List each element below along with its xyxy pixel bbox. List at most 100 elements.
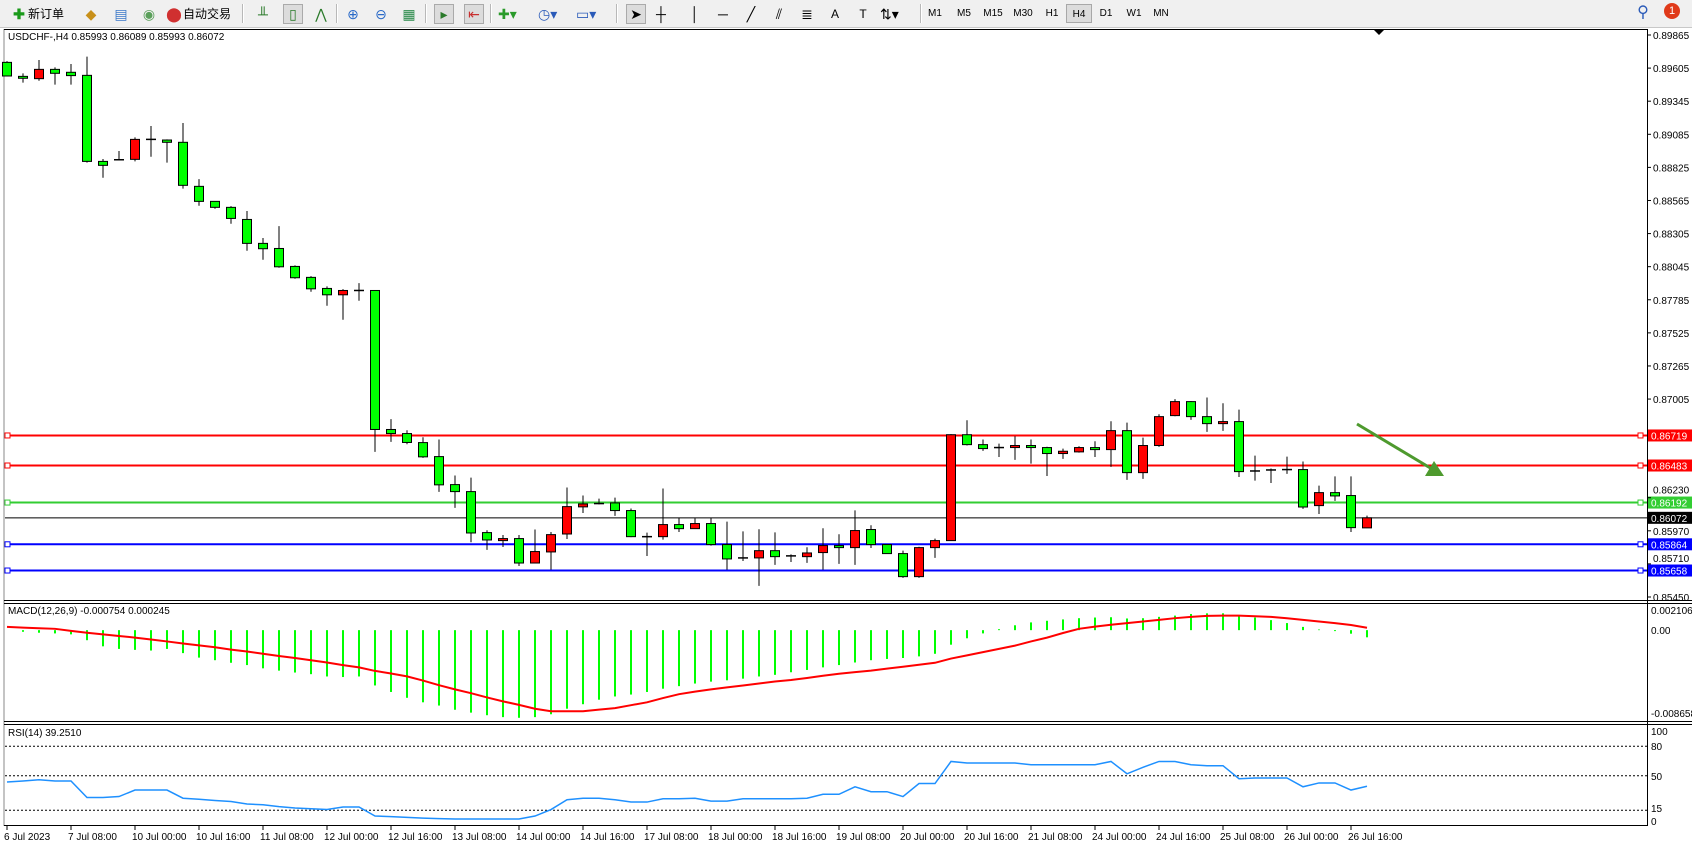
bar-chart-icon[interactable]: ╨ xyxy=(258,6,268,22)
chart-shift-icon[interactable]: ⇤ xyxy=(464,4,484,24)
candle xyxy=(66,64,76,85)
candle xyxy=(498,535,508,547)
candle xyxy=(450,475,460,508)
candle xyxy=(322,286,332,306)
candle xyxy=(1250,455,1260,481)
candle xyxy=(866,525,876,548)
candle xyxy=(658,488,668,540)
market-watch-icon[interactable]: ◆ xyxy=(85,6,97,22)
timeframe-m30[interactable]: M30 xyxy=(1013,8,1033,19)
candle xyxy=(242,211,252,251)
signals-icon[interactable]: ◉ xyxy=(142,6,156,22)
timeframe-m15[interactable]: M15 xyxy=(983,8,1003,19)
candle xyxy=(18,73,28,83)
candle xyxy=(1170,399,1180,417)
candle xyxy=(978,439,988,451)
auto-trading-label: 自动交易 xyxy=(183,7,232,21)
candle xyxy=(1218,403,1228,431)
data-window-icon[interactable]: ▤ xyxy=(114,6,128,22)
time-axis-label: 17 Jul 08:00 xyxy=(644,832,699,843)
candle xyxy=(258,238,268,260)
candle xyxy=(1138,437,1148,479)
candlestick-chart-icon[interactable]: ▯ xyxy=(283,4,303,24)
search-icon[interactable]: ⚲ xyxy=(1637,4,1649,21)
candle xyxy=(850,510,860,565)
arrows-icon[interactable]: ⇅▾ xyxy=(880,6,899,22)
text-label-icon[interactable]: T xyxy=(859,7,867,21)
candle xyxy=(530,529,540,564)
candle xyxy=(274,226,284,268)
indicators-icon[interactable]: ✚▾ xyxy=(498,6,517,22)
horizontal-level-0.85864[interactable]: 0.85864 xyxy=(4,538,1692,551)
candle xyxy=(1234,409,1244,477)
horizontal-level-0.86192[interactable]: 0.86192 xyxy=(4,496,1692,510)
rsi-label: RSI(14) 39.2510 xyxy=(8,728,82,739)
line-chart-icon[interactable]: ⋀ xyxy=(315,6,327,22)
candle xyxy=(1330,476,1340,501)
price-axis-label: 0.89605 xyxy=(1653,64,1690,75)
candle xyxy=(546,531,556,570)
candle xyxy=(946,434,956,542)
notification-badge[interactable]: 1 xyxy=(1664,3,1680,19)
horizontal-level-0.86483[interactable]: 0.86483 xyxy=(4,459,1692,473)
price-tag-label: 0.86483 xyxy=(1651,462,1688,473)
timeframe-mn[interactable]: MN xyxy=(1153,8,1169,19)
time-axis-label: 14 Jul 16:00 xyxy=(580,832,635,843)
candle xyxy=(834,534,844,564)
candle xyxy=(354,283,364,301)
crosshair-icon[interactable]: ┼ xyxy=(656,6,666,22)
cursor-icon[interactable]: ➤ xyxy=(626,4,646,24)
fibonacci-icon[interactable]: ≣ xyxy=(801,6,813,22)
candle xyxy=(610,497,620,516)
time-axis-label: 24 Jul 16:00 xyxy=(1156,832,1211,843)
vertical-line-icon[interactable]: │ xyxy=(690,6,700,22)
tile-windows-icon[interactable]: ▦ xyxy=(402,6,416,22)
candle xyxy=(1362,515,1372,529)
timeframe-h4[interactable]: H4 xyxy=(1066,4,1092,23)
candle xyxy=(1346,476,1356,532)
timeframe-m5[interactable]: M5 xyxy=(957,8,971,19)
auto-trading-icon: ⬤ xyxy=(166,5,182,22)
auto-scroll-icon[interactable]: ▸ xyxy=(434,4,454,24)
price-axis-label: 0.88825 xyxy=(1653,163,1690,174)
zoom-in-icon[interactable]: ⊕ xyxy=(347,6,359,22)
time-axis-label: 20 Jul 00:00 xyxy=(900,832,955,843)
candle xyxy=(786,554,796,562)
time-axis-label: 21 Jul 08:00 xyxy=(1028,832,1083,843)
price-axis-label: 0.89865 xyxy=(1653,31,1690,42)
auto-trading-button[interactable]: ⬤ 自动交易 xyxy=(165,3,231,24)
timeframe-m1[interactable]: M1 xyxy=(928,8,942,19)
timeframe-w1[interactable]: W1 xyxy=(1126,8,1142,19)
timeframe-h1[interactable]: H1 xyxy=(1045,8,1059,19)
templates-icon[interactable]: ▭▾ xyxy=(576,6,597,22)
macd-signal-line xyxy=(6,614,1368,713)
candle xyxy=(594,498,604,505)
candle xyxy=(1186,400,1196,420)
periods-icon[interactable]: ◷▾ xyxy=(538,6,558,22)
trendline-icon[interactable]: ╱ xyxy=(746,6,756,22)
candle xyxy=(482,530,492,550)
candle xyxy=(1266,468,1276,483)
trend-arrow[interactable] xyxy=(1356,422,1444,476)
price-axis-label: 0.87265 xyxy=(1653,362,1690,373)
candle xyxy=(130,137,140,162)
candle xyxy=(34,59,44,81)
price-axis-label: 0.85710 xyxy=(1653,554,1690,565)
candle xyxy=(674,517,684,532)
candle xyxy=(578,495,588,513)
equidistant-channel-icon[interactable]: ⫽ xyxy=(775,6,783,22)
candle xyxy=(562,487,572,539)
timeframe-d1[interactable]: D1 xyxy=(1099,8,1113,19)
text-icon[interactable]: A xyxy=(830,7,839,21)
price-tag xyxy=(1648,564,1692,577)
horizontal-level-0.85658[interactable]: 0.85658 xyxy=(4,564,1692,578)
zoom-out-icon[interactable]: ⊖ xyxy=(375,6,387,22)
candle xyxy=(386,419,396,442)
price-axis-label: 0.87005 xyxy=(1653,395,1690,406)
chart-shift-marker[interactable] xyxy=(1374,30,1384,35)
horizontal-line-icon[interactable]: ─ xyxy=(718,6,728,22)
candle xyxy=(1026,439,1036,464)
new-order-button[interactable]: ✚ 新订单 xyxy=(10,3,64,24)
chart-window[interactable]: 0.86719 0.86483 0.86192 0.85864 0.85658 0.860… xyxy=(0,28,1692,850)
candle xyxy=(1042,446,1052,476)
